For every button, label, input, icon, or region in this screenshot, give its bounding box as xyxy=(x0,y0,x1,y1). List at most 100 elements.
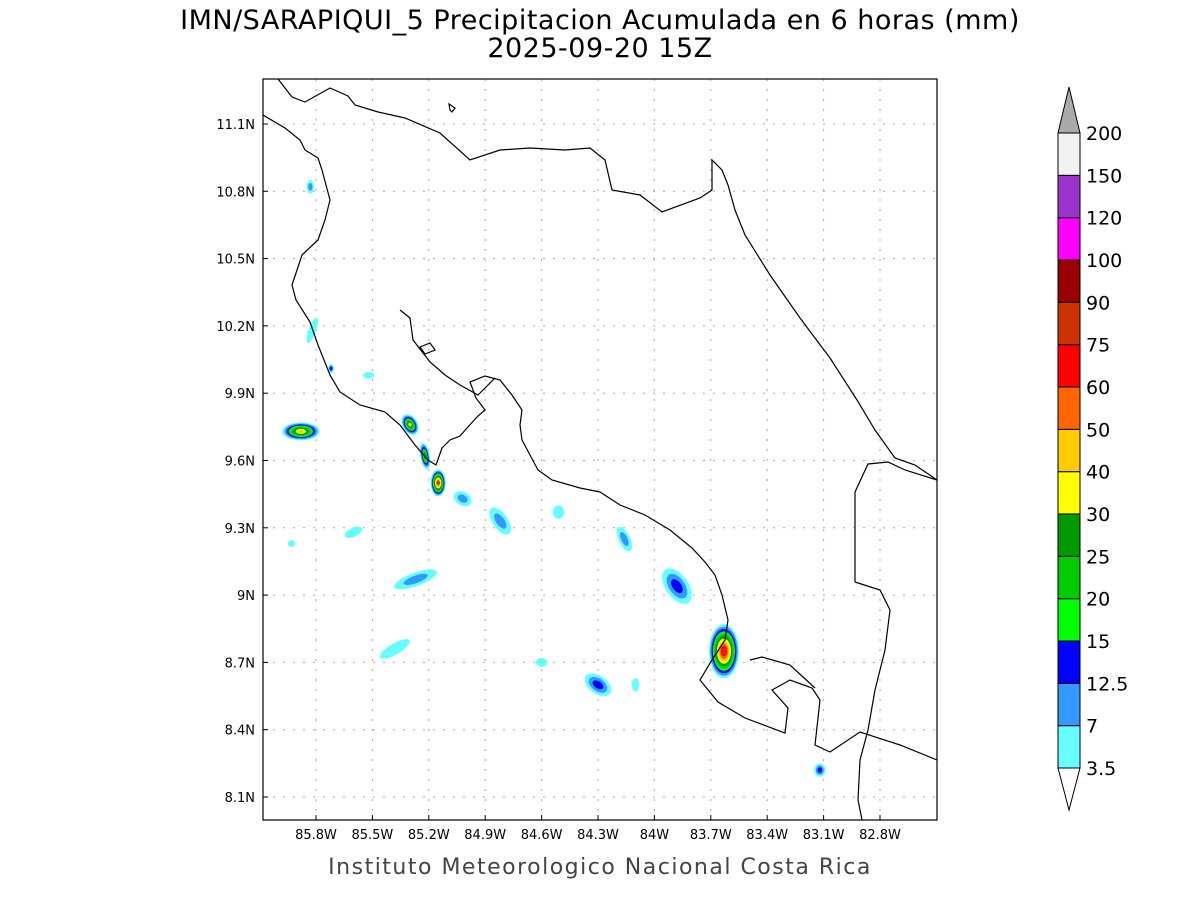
precip-contour-3.5 xyxy=(306,317,319,344)
nicoya-coast xyxy=(399,309,496,396)
colorbar-label: 30 xyxy=(1086,504,1110,526)
colorbar-label: 3.5 xyxy=(1086,758,1116,780)
precip-cell xyxy=(584,673,612,697)
lat-tick-label: 10.8N xyxy=(216,185,255,200)
precip-contour-7 xyxy=(403,573,428,586)
colorbar-label: 25 xyxy=(1086,546,1110,568)
lake-islet xyxy=(419,342,436,355)
lon-tick-label: 85.8W xyxy=(295,828,337,843)
precip-contour-12.5 xyxy=(329,366,333,371)
colorbar-label: 50 xyxy=(1086,419,1110,441)
precip-cell xyxy=(394,569,437,590)
coastline-pacific xyxy=(263,114,937,761)
precip-contour-12.5 xyxy=(592,680,604,690)
colorbar-label: 15 xyxy=(1086,631,1110,653)
colorbar-swatch xyxy=(1057,428,1081,473)
axis-ticks: 11.1N 10.8N 10.5N 10.2N 9.9N 9.6N 9.3N 9N 8.7N 8.… xyxy=(216,118,901,843)
border-panama xyxy=(749,656,816,689)
precip-cell xyxy=(344,526,363,538)
precip-contour-3.5 xyxy=(631,678,640,692)
lon-tick-label: 83.7W xyxy=(690,828,732,843)
precip-contour-12.5 xyxy=(671,579,683,594)
precip-cell xyxy=(380,639,410,659)
lat-tick-label: 9N xyxy=(237,589,255,604)
precip-contour-3.5 xyxy=(363,371,375,379)
colorbar-label: 12.5 xyxy=(1086,673,1128,695)
island xyxy=(448,102,456,113)
precip-cell xyxy=(631,678,640,692)
precip-cell xyxy=(430,469,446,497)
colorbar-swatch xyxy=(1057,301,1081,346)
precip-contour-60 xyxy=(436,481,440,485)
precip-cell xyxy=(363,371,375,379)
colorbar-swatch xyxy=(1057,174,1081,219)
colorbar-label: 75 xyxy=(1086,335,1110,357)
colorbar-swatch xyxy=(1057,259,1081,303)
lat-tick-label: 8.4N xyxy=(225,724,255,739)
precip-contour-3.5 xyxy=(287,540,296,547)
colorbar-swatch xyxy=(1057,344,1081,388)
lon-tick-label: 84.3W xyxy=(577,828,619,843)
precip-contour-12.5 xyxy=(817,767,823,773)
colorbar: 3.5 7 12.5 15 20 25 30 40 50 60 75 90 100 120 150 200 xyxy=(1057,86,1128,812)
precip-cell xyxy=(453,491,472,507)
colorbar-label: 100 xyxy=(1086,250,1122,272)
precip-cell xyxy=(287,540,296,547)
colorbar-swatch xyxy=(1057,682,1081,727)
precip-contour-7 xyxy=(457,494,468,503)
lat-tick-label: 10.2N xyxy=(216,320,255,335)
coast-bocas xyxy=(854,581,891,820)
colorbar-label: 7 xyxy=(1086,716,1098,738)
precip-cell xyxy=(552,505,565,519)
colorbar-label: 60 xyxy=(1086,377,1110,399)
lat-tick-label: 9.3N xyxy=(225,522,255,537)
precip-cells xyxy=(282,180,826,777)
lon-tick-label: 83.4W xyxy=(746,828,788,843)
lon-tick-label: 83.1W xyxy=(803,828,845,843)
precip-contour-7 xyxy=(308,183,313,191)
precip-cell xyxy=(306,180,315,194)
precip-contour-3.5 xyxy=(552,505,565,519)
precip-cell xyxy=(401,414,419,436)
chart-subtitle: 2025-09-20 15Z xyxy=(487,33,713,64)
footer-credit: Instituto Meteorologico Nacional Costa R… xyxy=(328,855,872,880)
colorbar-swatch xyxy=(1057,217,1081,261)
colorbar-swatch xyxy=(1057,132,1081,176)
colorbar-swatch xyxy=(1057,386,1081,430)
colorbar-label: 120 xyxy=(1086,208,1122,230)
coastline-north xyxy=(277,79,937,481)
colorbar-label: 90 xyxy=(1086,292,1110,314)
precip-cell xyxy=(306,317,319,344)
precip-cell xyxy=(535,657,548,667)
colorbar-label: 20 xyxy=(1086,589,1110,611)
precip-cell xyxy=(489,507,512,535)
precip-cell xyxy=(708,624,739,679)
precip-cell xyxy=(616,526,632,552)
lat-tick-label: 9.9N xyxy=(225,387,255,402)
lon-tick-label: 82.8W xyxy=(859,828,901,843)
colorbar-swatch xyxy=(1057,471,1081,515)
lon-tick-label: 85.5W xyxy=(351,828,393,843)
lon-tick-label: 84W xyxy=(640,828,670,843)
lon-tick-label: 84.6W xyxy=(521,828,563,843)
precip-contour-7 xyxy=(494,513,507,529)
precip-cell xyxy=(814,763,826,777)
precip-contour-75 xyxy=(722,648,726,655)
border-panama-east xyxy=(854,461,937,582)
colorbar-label: 200 xyxy=(1086,123,1122,145)
colorbar-swatch xyxy=(1057,725,1081,769)
precip-contour-3.5 xyxy=(380,639,410,659)
colorbar-swatch xyxy=(1057,513,1081,557)
lat-tick-label: 10.5N xyxy=(216,253,255,268)
colorbar-swatch xyxy=(1057,555,1081,600)
colorbar-label: 40 xyxy=(1086,462,1110,484)
colorbar-swatch xyxy=(1057,640,1081,684)
lon-tick-label: 85.2W xyxy=(408,828,450,843)
lon-tick-label: 84.9W xyxy=(464,828,506,843)
colorbar-over-arrow xyxy=(1057,86,1081,134)
precip-contour-40 xyxy=(298,429,304,433)
precip-contour-3.5 xyxy=(535,657,548,667)
precip-contour-30 xyxy=(408,422,412,427)
precip-cell xyxy=(282,422,320,441)
